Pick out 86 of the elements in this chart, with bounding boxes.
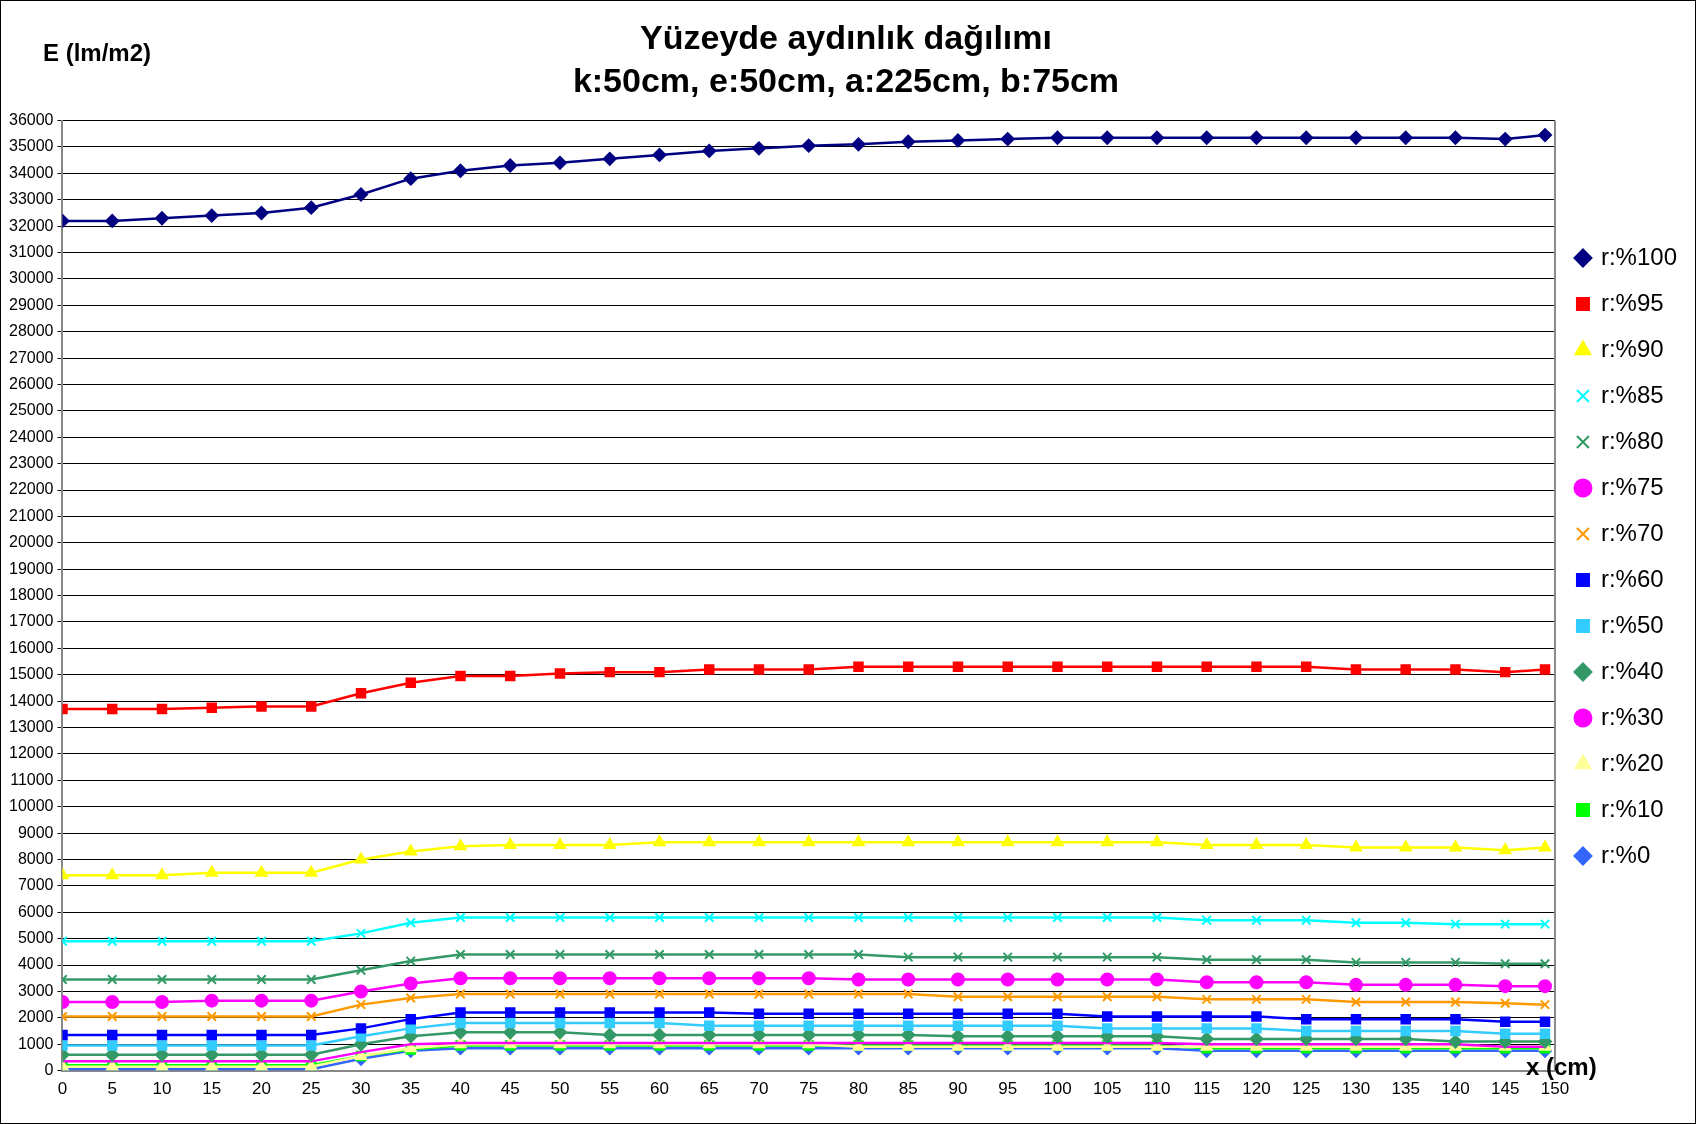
y-tick-label: 26000 [8, 374, 54, 392]
x-tick-label: 80 [849, 1079, 868, 1099]
x-tick-label: 95 [998, 1079, 1018, 1099]
y-tick-label: 16000 [8, 638, 54, 656]
y-tick-label: 22000 [8, 480, 54, 498]
y-tick-label: 6000 [17, 902, 54, 920]
x-tick-label: 15 [202, 1079, 222, 1099]
y-tick-label: 14000 [8, 691, 54, 709]
y-axis-title: E (lm/m2) [43, 39, 152, 67]
x-tick-label: 85 [898, 1079, 918, 1099]
legend-label: r:%75 [1600, 472, 1664, 500]
legend-label: r:%60 [1600, 564, 1664, 592]
x-tick-label: 55 [600, 1079, 620, 1099]
y-tick-label: 9000 [17, 823, 54, 841]
y-tick-label: 1000 [17, 1034, 54, 1052]
legend-label: r:%70 [1600, 518, 1664, 546]
y-tick-label: 27000 [8, 348, 54, 366]
x-tick-label: 65 [699, 1079, 719, 1099]
x-tick-label: 45 [500, 1079, 520, 1099]
y-tick-label: 2000 [17, 1008, 54, 1026]
x-axis-title: x (cm) [1526, 1053, 1597, 1081]
y-tick-label: 30000 [8, 269, 54, 287]
x-tick-label: 90 [948, 1079, 968, 1099]
y-tick-label: 18000 [8, 586, 54, 604]
x-tick-label: 110 [1143, 1079, 1171, 1099]
legend-label: r:%100 [1600, 242, 1677, 270]
x-tick-label: 40 [451, 1079, 470, 1099]
chart-title: Yüzeyde aydınlık dağılımı [640, 17, 1052, 56]
x-tick-label: 0 [57, 1079, 68, 1099]
legend-label: r:%30 [1600, 702, 1664, 730]
y-tick-label: 31000 [8, 242, 54, 260]
x-tick-label: 140 [1441, 1079, 1470, 1099]
y-tick-label: 7000 [17, 876, 54, 894]
y-tick-label: 0 [44, 1061, 54, 1079]
legend-label: r:%40 [1600, 656, 1664, 684]
legend-label: r:%10 [1600, 794, 1664, 822]
x-tick-label: 105 [1093, 1079, 1122, 1099]
x-tick-label: 10 [152, 1079, 172, 1099]
y-tick-label: 33000 [8, 190, 54, 208]
y-tick-label: 3000 [17, 981, 54, 999]
y-tick-label: 36000 [8, 111, 54, 129]
y-tick-label: 25000 [8, 401, 54, 419]
x-tick-label: 150 [1540, 1079, 1570, 1099]
x-tick-label: 60 [650, 1079, 669, 1099]
x-tick-label: 70 [749, 1079, 769, 1099]
x-tick-label: 50 [550, 1079, 570, 1099]
y-tick-label: 15000 [8, 665, 54, 683]
y-tick-label: 11000 [10, 770, 54, 788]
x-tick-label: 135 [1391, 1079, 1420, 1099]
y-tick-label: 10000 [8, 797, 54, 815]
x-tick-label: 125 [1292, 1079, 1321, 1099]
legend-label: r:%85 [1600, 380, 1664, 408]
y-tick-label: 32000 [8, 216, 54, 234]
y-tick-label: 8000 [17, 849, 54, 867]
x-tick-label: 35 [401, 1079, 421, 1099]
x-tick-label: 75 [799, 1079, 819, 1099]
y-tick-label: 35000 [8, 137, 54, 155]
legend-label: r:%20 [1600, 748, 1664, 776]
x-tick-label: 145 [1491, 1079, 1520, 1099]
y-tick-label: 12000 [8, 744, 54, 762]
y-tick-label: 23000 [8, 454, 54, 472]
y-tick-label: 21000 [8, 506, 54, 524]
legend-label: r:%95 [1600, 288, 1664, 316]
y-tick-label: 29000 [8, 295, 54, 313]
legend-label: r:%50 [1600, 610, 1664, 638]
x-tick-label: 20 [252, 1079, 271, 1099]
y-tick-label: 19000 [8, 559, 54, 577]
y-tick-label: 28000 [8, 322, 54, 340]
x-tick-label: 130 [1341, 1079, 1371, 1099]
y-tick-label: 20000 [8, 533, 54, 551]
legend-label: r:%80 [1600, 426, 1664, 454]
x-tick-label: 30 [351, 1079, 371, 1099]
legend-label: r:%0 [1600, 840, 1651, 868]
x-tick-label: 100 [1043, 1079, 1072, 1099]
y-tick-label: 24000 [8, 427, 54, 445]
x-tick-label: 25 [301, 1079, 321, 1099]
x-tick-label: 120 [1242, 1079, 1271, 1099]
x-tick-label: 115 [1193, 1079, 1221, 1099]
chart-subtitle: k:50cm, e:50cm, a:225cm, b:75cm [572, 60, 1120, 99]
y-tick-label: 4000 [17, 955, 54, 973]
y-tick-label: 17000 [8, 612, 54, 630]
legend-label: r:%90 [1600, 334, 1664, 362]
x-tick-label: 5 [107, 1079, 117, 1099]
y-tick-label: 13000 [8, 717, 54, 735]
y-tick-label: 34000 [8, 163, 54, 181]
y-tick-label: 5000 [17, 929, 54, 947]
